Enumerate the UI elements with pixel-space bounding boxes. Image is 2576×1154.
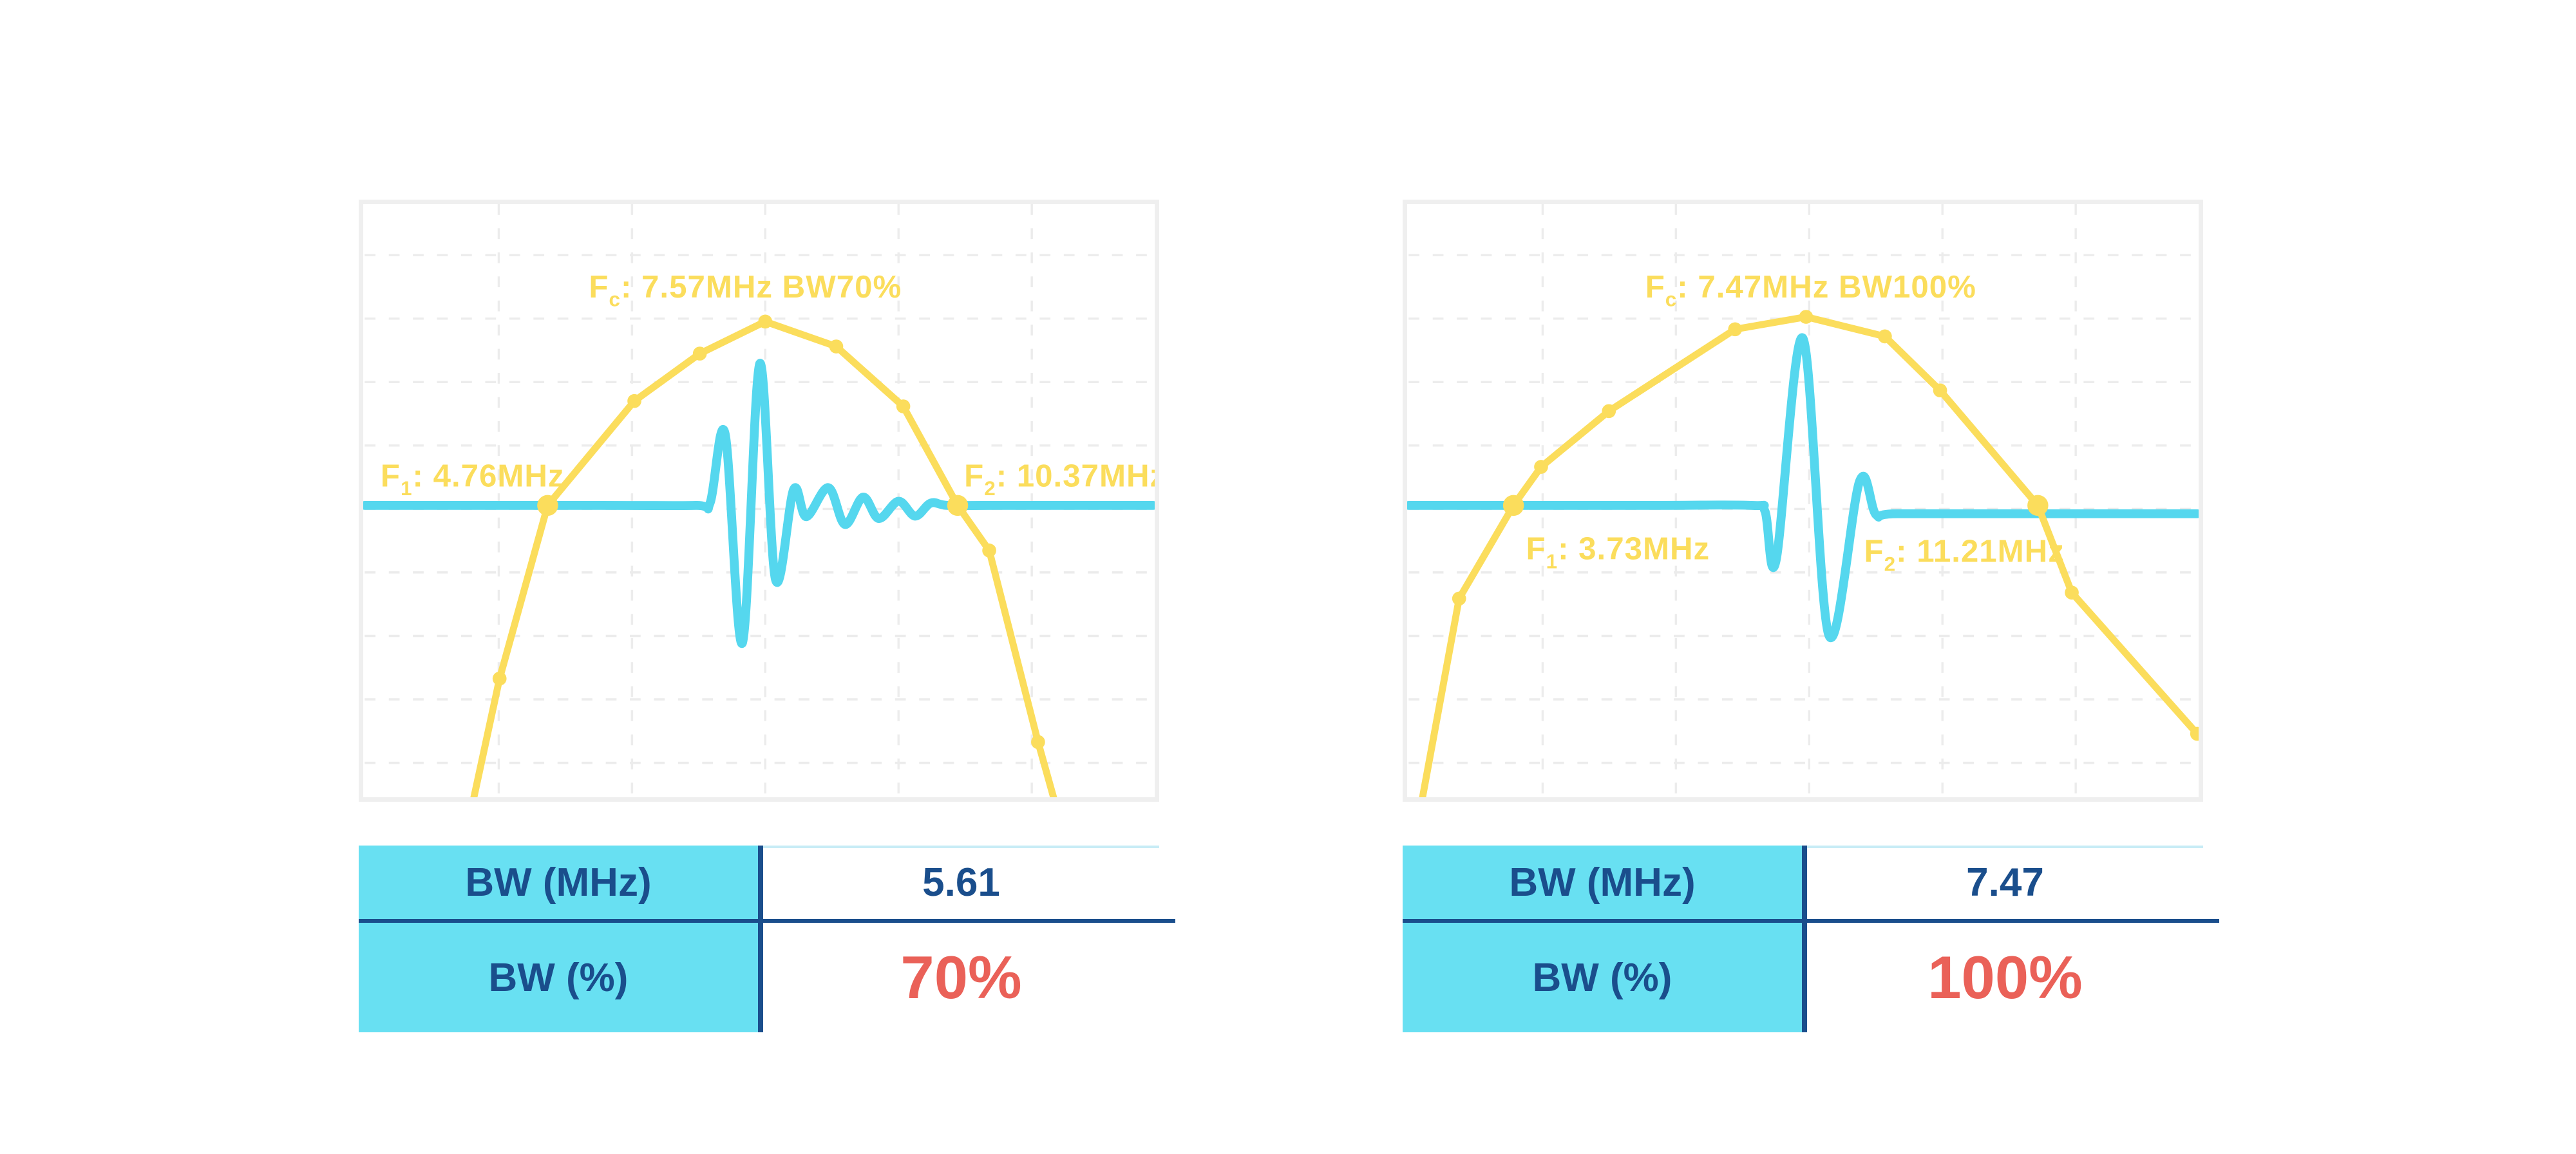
f1-annotation: F1: 3.73MHz (1526, 531, 1710, 573)
bw-mhz-value: 5.61 (763, 846, 1159, 919)
spectrum-data-marker (758, 314, 773, 329)
pulse-waveform-line (363, 359, 1155, 648)
spectrum-data-marker (1933, 383, 1947, 398)
spectrum-data-marker (896, 399, 911, 413)
panel-narrowband: Fc: 7.57MHz BW70% F1: 4.76MHz F2: 10.37M… (359, 200, 1175, 1034)
fc-annotation: Fc: 7.47MHz BW100% (1645, 269, 1976, 311)
spectrum-data-marker (2190, 726, 2199, 741)
table-row: BW (%) 70% (359, 923, 1159, 1032)
spectrum-data-marker (692, 346, 707, 361)
spectrum-data-marker (1728, 322, 1743, 337)
f2-annotation: F2: 11.21MHz (1864, 534, 2065, 576)
spectrum-curve (470, 317, 1057, 797)
bw-pct-label: BW (%) (1403, 923, 1807, 1032)
spectrum-data-marker (1031, 735, 1045, 750)
bandwidth-crossing-marker (2027, 495, 2049, 516)
f2-annotation: F2: 10.37MHz (964, 458, 1155, 500)
bw-mhz-label: BW (MHz) (359, 846, 763, 919)
spectrum-plot-narrowband: Fc: 7.57MHz BW70% F1: 4.76MHz F2: 10.37M… (363, 204, 1155, 797)
spectrum-data-marker (982, 543, 996, 558)
bw-pct-value: 100% (1807, 923, 2203, 1032)
panel-broadband: Fc: 7.47MHz BW100% F1: 3.73MHz F2: 11.21… (1403, 200, 2219, 1034)
f1-annotation: F1: 4.76MHz (381, 458, 565, 500)
table-row: BW (MHz) 5.61 (359, 846, 1159, 919)
bandwidth-crossing-marker (537, 495, 558, 516)
bandwidth-crossing-marker (1502, 495, 1524, 516)
bw-table-narrowband: BW (MHz) 5.61 BW (%) 70% (359, 846, 1175, 1032)
spectrum-data-marker (1452, 591, 1466, 606)
bw-table-broadband: BW (MHz) 7.47 BW (%) 100% (1403, 846, 2219, 1032)
spectrum-chart-narrowband: Fc: 7.57MHz BW70% F1: 4.76MHz F2: 10.37M… (359, 200, 1159, 802)
bw-pct-label: BW (%) (359, 923, 763, 1032)
spectrum-plot-broadband: Fc: 7.47MHz BW100% F1: 3.73MHz F2: 11.21… (1407, 204, 2199, 797)
table-row-divider (1403, 919, 2219, 923)
bw-pct-value: 70% (763, 923, 1159, 1032)
table-row: BW (%) 100% (1403, 923, 2203, 1032)
spectrum-curve (1419, 313, 2199, 797)
table-row: BW (MHz) 7.47 (1403, 846, 2203, 919)
fc-annotation: Fc: 7.57MHz BW70% (589, 269, 902, 311)
bw-mhz-label: BW (MHz) (1403, 846, 1807, 919)
chart-layers (363, 204, 1155, 797)
spectrum-data-marker (1534, 460, 1548, 474)
spectrum-data-marker (627, 393, 641, 408)
table-top-divider (763, 846, 1159, 848)
spectrum-data-marker (1602, 404, 1616, 419)
spectrum-data-marker (1799, 310, 1814, 324)
pulse-waveform-line (1407, 333, 2199, 643)
table-row-divider (359, 919, 1175, 923)
spectrum-data-marker (1878, 329, 1892, 344)
table-top-divider (1807, 846, 2203, 848)
spectrum-data-marker (2065, 585, 2079, 600)
chart-layers (1407, 204, 2199, 797)
spectrum-data-marker (492, 671, 507, 686)
bandwidth-crossing-marker (947, 495, 969, 516)
bw-mhz-value: 7.47 (1807, 846, 2203, 919)
spectrum-data-marker (829, 339, 844, 354)
spectrum-chart-broadband: Fc: 7.47MHz BW100% F1: 3.73MHz F2: 11.21… (1403, 200, 2203, 802)
